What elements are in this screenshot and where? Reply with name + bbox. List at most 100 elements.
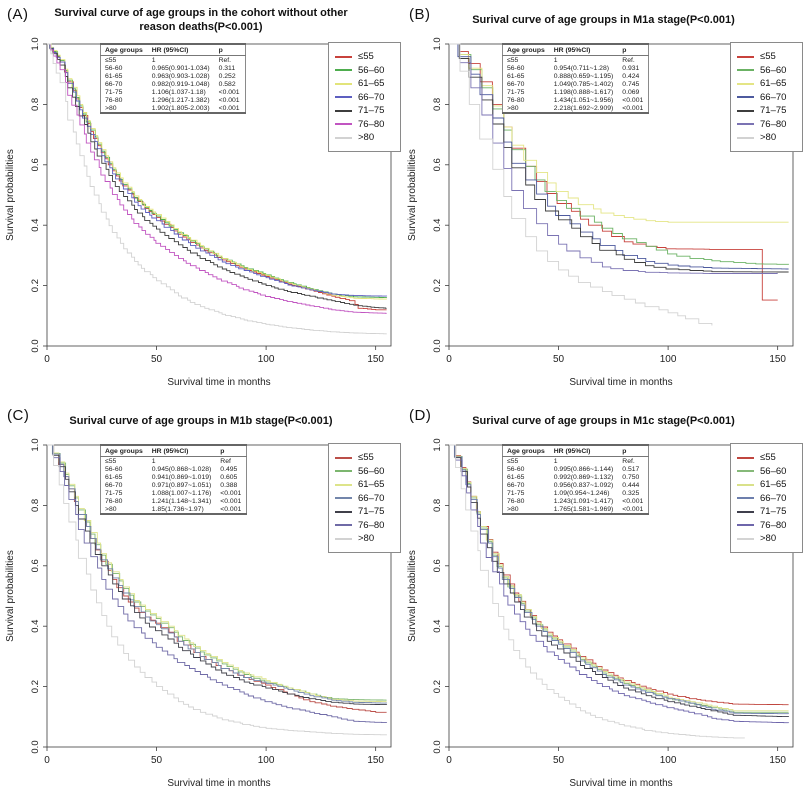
hr-table-cell: <0.001 [220, 505, 242, 513]
hr-table-cell: 0.982(0.919-1.048) [151, 80, 210, 88]
panel-title: Surival curve of age groups in M1a stage… [472, 13, 735, 26]
hr-table-cell: >80 [507, 505, 519, 513]
hr-table-cell: 56-60 [507, 465, 525, 473]
hr-table-header: HR (95%CI) [549, 44, 619, 56]
x-tick-label: 50 [151, 755, 163, 766]
km-curve-6 [47, 43, 387, 335]
legend-line-swatch-icon [737, 136, 754, 139]
hr-table-cell: 0.965(0.901-1.034) [151, 64, 210, 72]
legend-box: ≤55 56–60 61–65 66–70 71–75 76–80 >80 [328, 42, 401, 152]
y-tick-label: 0.2 [30, 680, 41, 693]
x-tick-label: 0 [44, 755, 50, 766]
hr-table-cell: 0.311 [218, 64, 236, 72]
panel-title: Surival curve of age groups in M1b stage… [69, 414, 333, 427]
legend-label: ≤55 [358, 51, 374, 63]
hr-table-cell: 0.388 [220, 481, 238, 489]
hr-table-cell: 56-60 [105, 465, 123, 473]
hr-table-cell: <0.001 [220, 489, 242, 497]
hr-table-row: 61-65 0.963(0.903-1.028) 0.252 [101, 72, 246, 80]
hr-table-row: 76-80 1.296(1.217-1.382) <0.001 [101, 96, 246, 104]
hr-table-header: Age groups [100, 44, 148, 56]
legend-line-swatch-icon [335, 510, 352, 513]
legend-item: 71–75 [335, 104, 396, 118]
survival-plot: 1.0 0.8 0.6 0.4 0.2 0.0 0 50 100 150 Survival time… [3, 36, 401, 392]
km-curve-1 [449, 43, 790, 265]
hr-table-row: >80 1.902(1.805-2.003) <0.001 [101, 104, 246, 113]
hr-table-cell: 0.745 [622, 80, 640, 88]
x-axis-label: Survival time in months [569, 778, 672, 789]
legend-box: ≤55 56–60 61–65 66–70 71–75 76–80 >80 [730, 443, 803, 553]
legend-label: ≤55 [760, 51, 776, 63]
hr-table-cell: 61-65 [507, 473, 525, 481]
y-tick-label: 0.4 [432, 219, 443, 232]
panel-b: (B) Surival curve of age groups in M1a s… [402, 0, 805, 401]
legend-item: >80 [335, 532, 396, 546]
km-curve-3 [47, 43, 388, 297]
panel-title: Survival curve of age groups in the coho… [54, 6, 348, 33]
hr-table-row: ≤55 1 Ref. [503, 457, 649, 466]
hr-table-cell: 0.325 [622, 489, 640, 497]
x-tick-label: 100 [258, 354, 275, 365]
legend-label: 56–60 [358, 465, 385, 477]
km-curve-4 [47, 43, 387, 309]
hr-table-cell: ≤55 [507, 457, 519, 465]
legend-item: 76–80 [737, 519, 798, 533]
hr-table-cell: 1.243(1.091~1.417) [553, 497, 614, 505]
legend-label: 76–80 [760, 118, 787, 130]
legend-item: 56–60 [737, 465, 798, 479]
hr-table-cell: 56-60 [105, 64, 123, 72]
hr-table-cell: 61-65 [105, 72, 123, 80]
hr-table-header: HR (95%CI) [147, 44, 215, 56]
hr-table-cell: 0.971(0.897~1.051) [151, 481, 212, 489]
hr-table-header: p [618, 445, 649, 457]
legend-line-swatch-icon [335, 470, 352, 473]
y-axis-label: Survival probabilities [407, 149, 418, 241]
hr-table-cell: <0.001 [218, 96, 240, 104]
legend-item: 76–80 [335, 118, 396, 132]
hr-table-cell: 1 [151, 56, 156, 64]
hr-table-cell: 1.434(1.051~1.956) [553, 96, 614, 104]
km-chart: 1.0 0.8 0.6 0.4 0.2 0.00 50 100 150 Survival time… [5, 37, 392, 388]
survival-plot: 1.0 0.8 0.6 0.4 0.2 0.0 0 50 100 150 Survival time… [3, 437, 401, 793]
legend-label: >80 [358, 132, 375, 144]
x-tick-label: 100 [660, 354, 677, 365]
hr-table-cell: ≤55 [105, 56, 117, 64]
hr-table-row: ≤55 1 Ref [101, 457, 247, 466]
x-tick-label: 150 [367, 755, 384, 766]
hr-table-row: 66-70 0.956(0.837~1.092) 0.444 [503, 481, 649, 489]
hr-table-cell: Ref. [622, 56, 635, 64]
hr-table-cell: 1.049(0.785~1.402) [553, 80, 614, 88]
legend-item: ≤55 [737, 451, 798, 465]
legend-item: 61–65 [737, 77, 798, 91]
x-tick-label: 150 [769, 354, 786, 365]
hr-table-cell: 0.582 [218, 80, 236, 88]
legend-line-swatch-icon [335, 123, 352, 126]
survival-plot: 1.0 0.8 0.6 0.4 0.2 0.0 0 50 100 150 Survival time… [405, 437, 803, 793]
hr-table-cell: >80 [507, 104, 519, 112]
hr-table-row: 71-75 1.198(0.888~1.617) 0.069 [503, 88, 649, 96]
legend-item: ≤55 [737, 50, 798, 64]
km-curve-5 [449, 43, 778, 274]
km-curve-4 [449, 444, 790, 718]
y-tick-label: 0.0 [30, 339, 41, 352]
y-tick-label: 0.8 [30, 499, 41, 512]
x-axis-label: Survival time in months [569, 377, 672, 388]
legend-label: 56–60 [760, 465, 787, 477]
hr-table-row: >80 2.218(1.692~2.909) <0.001 [503, 104, 649, 113]
hr-table-cell: >80 [105, 104, 117, 112]
hr-table-row: 56-60 0.995(0.866~1.144) 0.517 [503, 465, 649, 473]
hr-table-header-row: Age groups HR (95%CI) p [100, 44, 246, 56]
hr-table-header: p [214, 44, 246, 56]
legend-line-swatch-icon [737, 483, 754, 486]
km-curve-5 [47, 43, 387, 314]
legend-item: 66–70 [737, 492, 798, 506]
legend-item: >80 [737, 131, 798, 145]
legend-item: 61–65 [737, 478, 798, 492]
y-tick-label: 1.0 [432, 37, 443, 50]
hr-table-header-row: Age groups HR (95%CI) p [100, 445, 247, 457]
x-tick-label: 0 [446, 354, 452, 365]
hr-table-cell: <0.001 [622, 96, 644, 104]
legend-item: 56–60 [335, 465, 396, 479]
km-curve-0 [47, 444, 387, 713]
hr-table-cell: 1.902(1.805-2.003) [151, 104, 210, 112]
